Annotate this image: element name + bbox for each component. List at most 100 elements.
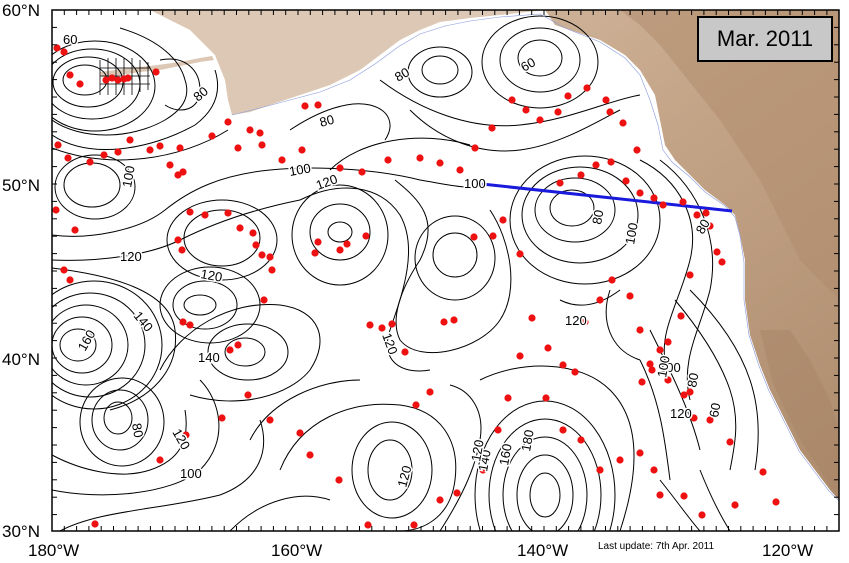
- float-marker: [556, 179, 564, 187]
- float-marker: [436, 496, 444, 504]
- float-marker: [698, 511, 706, 519]
- coastal-range-shading: [760, 330, 839, 500]
- contour-line: [379, 79, 641, 127]
- float-marker: [366, 321, 374, 329]
- contour-line: [351, 421, 433, 519]
- float-marker: [536, 116, 544, 124]
- float-marker: [182, 431, 190, 439]
- float-marker: [179, 168, 187, 176]
- float-marker: [91, 520, 99, 528]
- float-marker: [648, 366, 656, 374]
- coastline: [231, 13, 839, 502]
- float-marker: [234, 341, 242, 349]
- float-marker: [176, 144, 184, 152]
- contour-line: [639, 359, 671, 481]
- float-marker: [234, 144, 242, 152]
- float-marker: [343, 240, 351, 248]
- float-marker: [571, 368, 579, 376]
- contour-line: [659, 159, 714, 401]
- contour-line: [79, 377, 165, 467]
- contour-line: [289, 103, 391, 141]
- lat-label-30: 30°N: [2, 522, 40, 541]
- contour-line: [159, 58, 201, 111]
- contour-line: [52, 129, 229, 161]
- land-masses: [100, 10, 839, 500]
- date-title: Mar. 2011: [716, 26, 814, 51]
- float-marker: [378, 324, 386, 332]
- float-marker: [528, 314, 536, 322]
- float-marker: [311, 249, 319, 257]
- float-marker: [596, 466, 604, 474]
- float-marker: [218, 414, 226, 422]
- float-marker: [296, 429, 304, 437]
- contour-line: [394, 179, 512, 354]
- float-marker: [226, 346, 234, 354]
- float-marker: [412, 401, 420, 409]
- date-title-box: Mar. 2011: [697, 16, 833, 62]
- float-marker: [559, 361, 567, 369]
- float-marker: [436, 159, 444, 167]
- last-update-note: Last update: 7th Apr. 2011: [598, 541, 715, 552]
- float-marker: [592, 161, 600, 169]
- contour-line: [639, 159, 694, 361]
- contour-label: 100: [654, 355, 673, 379]
- contour-label: 120: [120, 249, 142, 264]
- float-marker: [677, 312, 685, 320]
- float-marker: [650, 466, 658, 474]
- contour-line: [605, 289, 641, 361]
- float-marker: [410, 521, 418, 529]
- float-marker: [388, 320, 396, 328]
- float-marker: [516, 250, 524, 258]
- contour-line: [649, 329, 701, 451]
- frame-ticks: [51, 9, 839, 531]
- float-marker: [706, 416, 714, 424]
- float-marker: [759, 468, 767, 476]
- float-marker: [401, 348, 409, 356]
- alaska-landmass: [150, 10, 839, 500]
- float-marker: [384, 156, 392, 164]
- float-marker: [260, 296, 268, 304]
- contour-line: [159, 303, 321, 402]
- contour-label: 80: [129, 422, 146, 439]
- float-marker: [256, 129, 264, 137]
- lon-label-180: 180°W: [28, 541, 79, 560]
- contour-line: [534, 177, 616, 243]
- contour-line: [52, 27, 188, 136]
- float-marker: [100, 151, 108, 159]
- contour-line: [229, 495, 331, 531]
- float-marker: [650, 194, 658, 202]
- float-marker: [686, 388, 694, 396]
- float-marker: [314, 238, 322, 246]
- contour-label: 60: [63, 32, 77, 47]
- float-marker: [258, 141, 266, 149]
- float-marker: [156, 142, 164, 150]
- float-marker: [606, 108, 614, 116]
- float-marker: [186, 208, 194, 216]
- float-marker: [86, 158, 94, 166]
- float-marker: [114, 76, 122, 84]
- float-marker: [494, 426, 502, 434]
- contour-label: 160: [496, 443, 515, 467]
- float-marker: [186, 321, 194, 329]
- float-marker: [336, 164, 344, 172]
- float-marker: [554, 108, 562, 116]
- float-marker: [564, 92, 572, 100]
- float-marker: [559, 426, 567, 434]
- float-marker: [252, 241, 260, 249]
- float-marker: [471, 144, 479, 152]
- aleutian-islands: [100, 56, 214, 77]
- float-marker: [636, 326, 644, 334]
- contour-line: [52, 379, 220, 496]
- contour-line: [52, 304, 129, 386]
- float-marker: [364, 521, 372, 529]
- float-marker: [706, 222, 714, 230]
- contour-line: [59, 328, 97, 362]
- contour-label: 80: [684, 372, 701, 389]
- contour-line: [499, 27, 581, 93]
- float-marker: [508, 96, 516, 104]
- float-marker: [680, 391, 688, 399]
- float-marker: [596, 296, 604, 304]
- lon-label-120: 120°W: [762, 541, 813, 560]
- contour-line: [674, 299, 737, 471]
- contour-label: 120: [394, 464, 414, 489]
